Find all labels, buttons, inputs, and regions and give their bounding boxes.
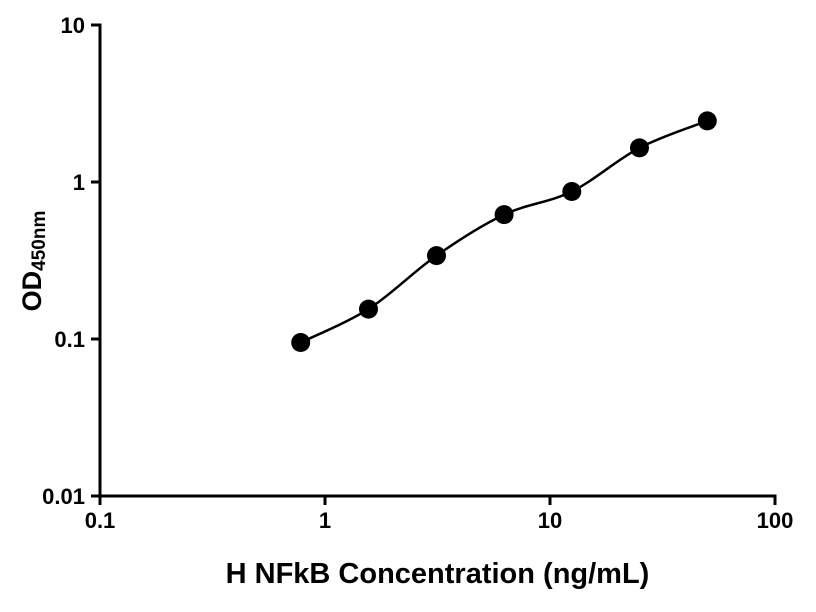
y-axis-title: OD450nm	[17, 211, 51, 312]
y-axis-tick-label: 10	[61, 13, 85, 38]
y-axis-title-main: OD	[17, 270, 47, 312]
y-axis-tick-label: 0.01	[42, 484, 85, 509]
data-point	[630, 138, 649, 158]
data-point	[359, 299, 378, 319]
x-axis-tick-label: 0.1	[85, 508, 116, 533]
data-point	[562, 182, 582, 201]
y-axis-tick-label: 1	[73, 170, 85, 195]
y-axis-title-subscript: 450nm	[29, 210, 50, 271]
data-point	[291, 333, 311, 352]
x-axis-title: H NFkB Concentration (ng/mL)	[225, 558, 650, 590]
x-axis-tick-label: 10	[538, 508, 562, 533]
data-point	[494, 205, 514, 225]
data-point	[427, 246, 446, 266]
x-axis-tick-label: 1	[319, 508, 331, 533]
x-axis-tick-label: 100	[757, 508, 794, 533]
y-axis-tick-label: 0.1	[54, 327, 85, 352]
data-point	[697, 111, 717, 131]
